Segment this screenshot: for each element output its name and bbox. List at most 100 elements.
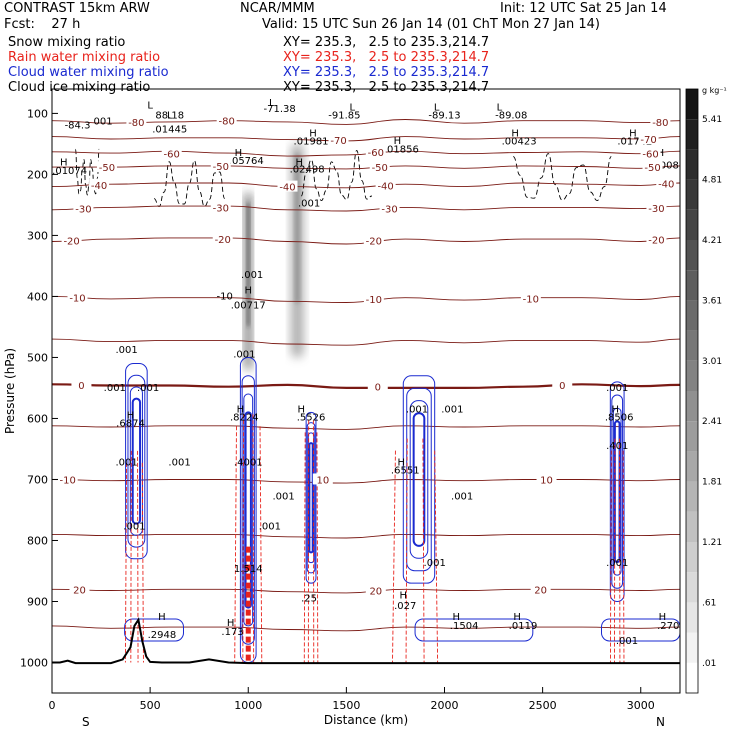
colorbar-swatch: [686, 209, 698, 240]
colorbar-tick-label: 5.41: [702, 115, 722, 125]
y-tick-label: 500: [27, 351, 48, 364]
contour-label: -70: [330, 136, 346, 147]
cloud-water-contour: [409, 400, 429, 559]
contour-label-bg: [363, 292, 384, 304]
annotation-label: .8506: [605, 412, 634, 423]
contour-label-bg: [638, 133, 659, 145]
colorbar-swatch: [686, 270, 698, 301]
x-end-label-right: N: [656, 715, 665, 729]
rain-contour: [316, 432, 319, 663]
contour-label: -50: [644, 163, 660, 174]
annotation-label: -84.3: [65, 121, 91, 132]
contour-label: 20: [534, 585, 547, 596]
annotation-label: L: [349, 102, 355, 113]
colorbar-tick-label: 1.21: [702, 538, 722, 548]
contour-label: -80: [128, 118, 144, 129]
contour-label-bg: [67, 291, 88, 303]
contour-label: -60: [164, 150, 180, 161]
annotation-label: .001: [233, 349, 255, 360]
forecast-hour: Fcst: 27 h: [4, 17, 81, 32]
annotation-label: .001: [616, 636, 638, 647]
contour-label: -30: [648, 204, 664, 215]
low-cloud-contour: [601, 618, 680, 642]
isotherm: [52, 338, 680, 346]
annotation-label: .25: [301, 593, 317, 604]
field-xy-cloud-ice: XY= 235.3, 2.5 to 235.3,214.7: [283, 80, 490, 95]
isotherm: [52, 205, 680, 212]
colorbar-tick-label: .01: [702, 659, 716, 669]
annotation-label: -71.38: [264, 104, 296, 115]
annotation-label: .001: [123, 521, 145, 532]
annotation-label: .001: [137, 383, 159, 394]
annotation-label: H: [611, 404, 619, 415]
colorbar-tick-label: 3.61: [702, 296, 722, 306]
colorbar-tick-label: 4.21: [702, 236, 722, 246]
y-tick-label: 1000: [20, 656, 48, 669]
contour-label: -20: [215, 235, 231, 246]
annotation-label: .01981: [294, 137, 329, 148]
model-title: CONTRAST 15km ARW: [4, 1, 150, 16]
y-tick-label: 100: [27, 107, 48, 120]
organization: NCAR/MMM: [240, 1, 315, 16]
contour-label: -30: [213, 203, 229, 214]
annotation-label: .001: [606, 558, 628, 569]
annotation-label: .4001: [234, 457, 263, 468]
annotation-label: .001: [104, 383, 126, 394]
annotation-label: .173: [221, 627, 243, 638]
contour-label: -10: [366, 295, 382, 306]
y-tick-label: 400: [27, 290, 48, 303]
annotation-label: .001: [451, 492, 473, 503]
x-tick-label: 500: [140, 699, 161, 712]
colorbar-swatch: [686, 481, 698, 512]
annotation-label: .0119: [509, 621, 538, 632]
contour-label: 10: [316, 475, 329, 486]
contour-label-bg: [650, 115, 671, 127]
annotation-label: H: [60, 157, 68, 168]
plot-frame: [51, 88, 681, 694]
field-xy-rain: XY= 235.3, 2.5 to 235.3,214.7: [283, 50, 490, 65]
annotation-label: .1504: [450, 621, 479, 632]
contour-label: -70: [640, 135, 656, 146]
rain-contour: [252, 414, 255, 663]
contour-label: 0: [375, 383, 381, 394]
cloud-water-contour: [611, 394, 624, 589]
isotherm: [52, 533, 680, 539]
annotation-label: 1.514: [234, 564, 263, 575]
contour-label: -50: [213, 162, 229, 173]
contour-label: -40: [377, 181, 393, 192]
annotation-label: H: [235, 148, 243, 159]
y-tick-label: 900: [27, 595, 48, 608]
cloud-water-contour: [305, 411, 317, 584]
annotation-label: .001: [298, 199, 320, 210]
contour-label-bg: [126, 115, 147, 127]
cloud-water-contour: [307, 432, 315, 564]
contour-label: -10: [60, 475, 76, 486]
low-cloud-contour: [414, 618, 534, 642]
contour-label-bg: [61, 234, 82, 246]
colorbar-swatch: [686, 89, 698, 120]
isotherm: [52, 165, 680, 170]
contour-label: -20: [63, 236, 79, 247]
x-tick-label: 1500: [332, 699, 360, 712]
annotation-label: .01856: [384, 144, 419, 155]
contour-label-bg: [379, 202, 400, 214]
annotation-label: H: [158, 612, 166, 623]
cloud-water-contour: [609, 381, 625, 602]
contour-label: -10: [523, 294, 539, 305]
colorbar-tick-label: 3.01: [702, 357, 722, 367]
contour-label: -10: [69, 294, 85, 305]
rain-contour: [622, 450, 625, 663]
annotation-label: .01742: [617, 137, 652, 148]
colorbar-swatch: [686, 542, 698, 573]
contour-label-bg: [365, 584, 386, 596]
field-label-rain: Rain water mixing ratio: [8, 50, 161, 65]
contour-label-bg: [369, 161, 390, 173]
contour-label-bg: [216, 114, 237, 126]
annotation-label: .027: [394, 601, 416, 612]
x-end-label-left: S: [82, 715, 90, 729]
colorbar-unit: g kg⁻¹: [702, 86, 727, 95]
annotation-label: H: [453, 612, 461, 623]
contour-label-bg: [96, 161, 117, 173]
field-label-cloud-ice: Cloud ice mixing ratio: [8, 80, 151, 95]
cloud-water-contour: [127, 374, 146, 548]
